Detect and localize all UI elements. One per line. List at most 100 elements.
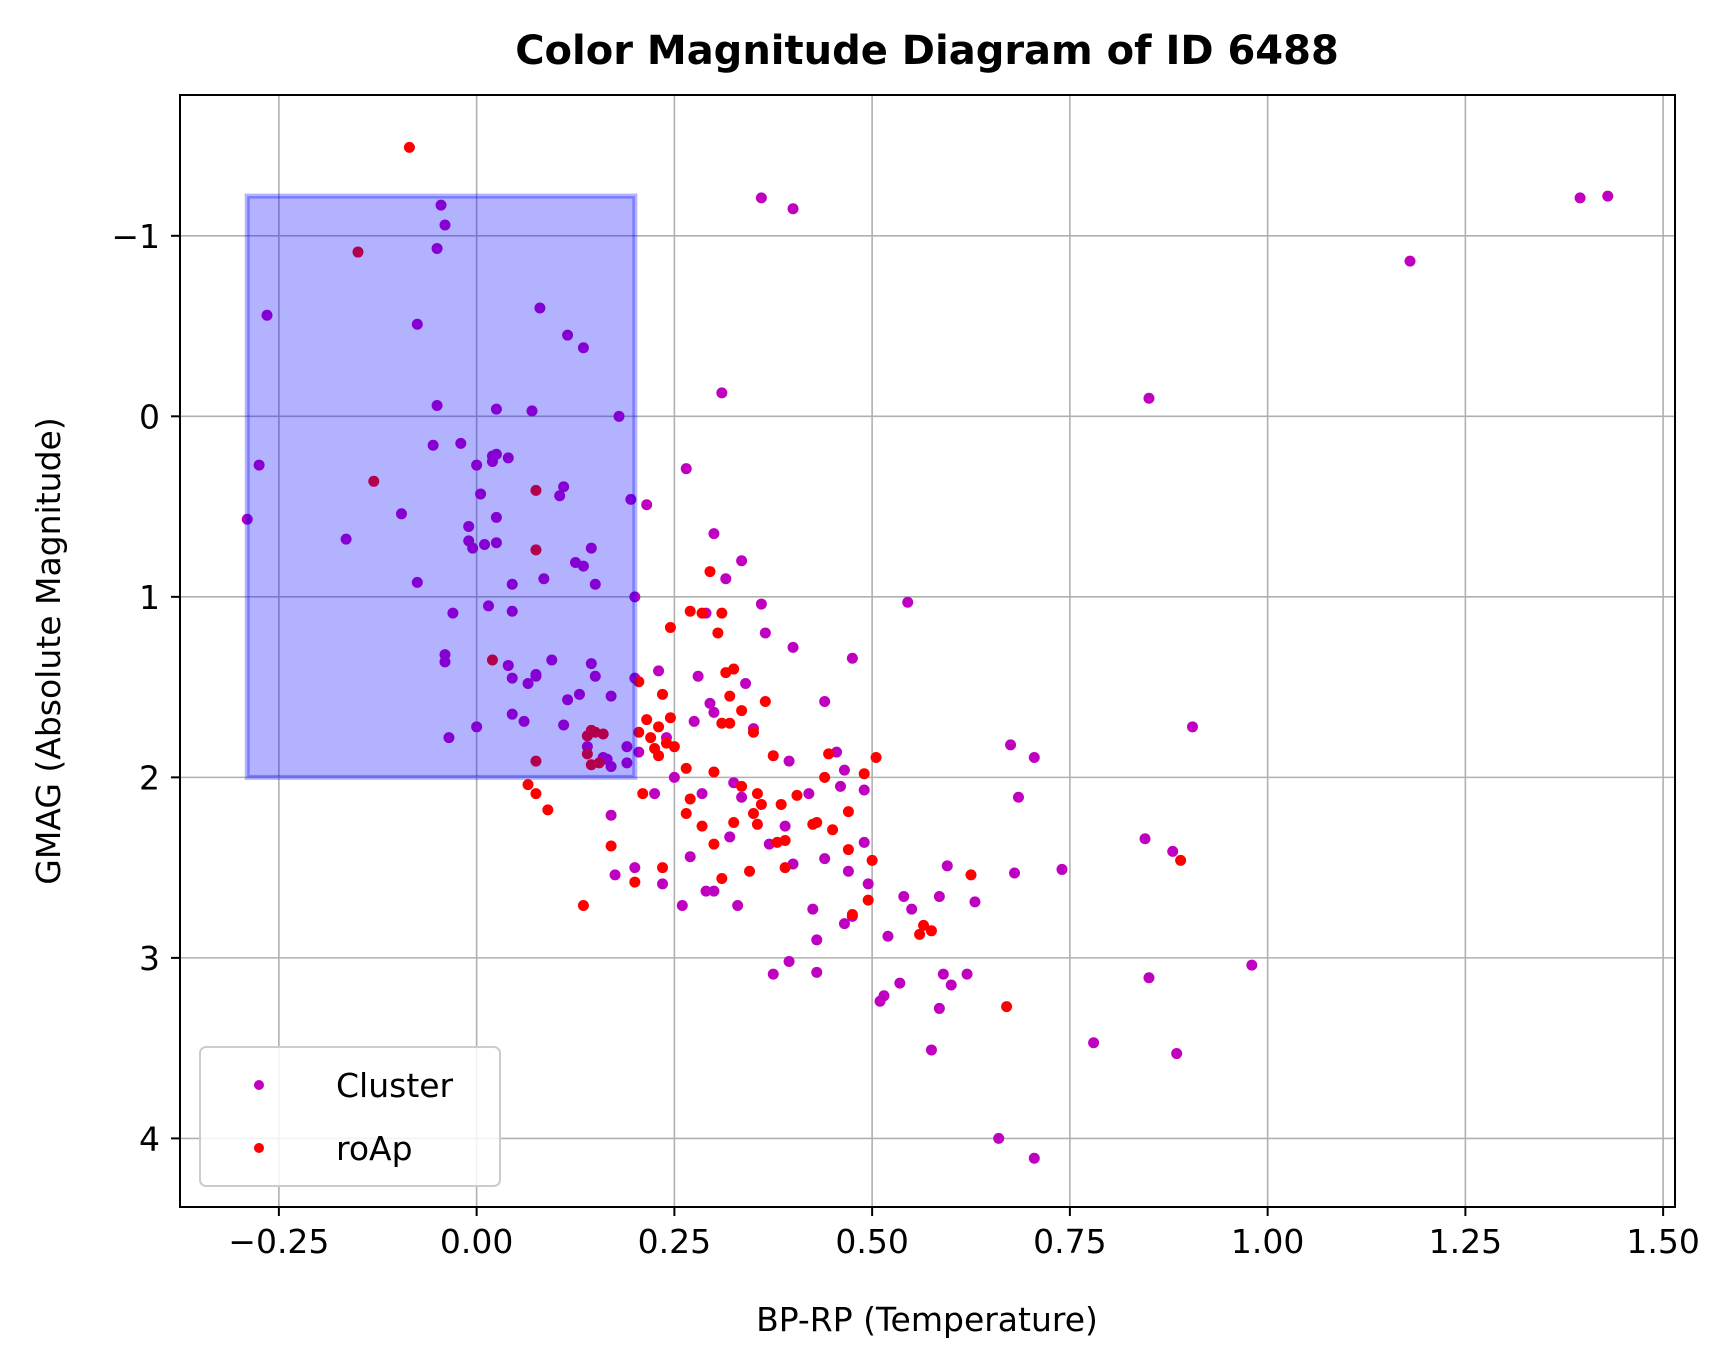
data-point-cluster	[605, 809, 617, 821]
axis-ticks: −0.25 0.00 0.25 0.50 0.75 1.00 1.25 1.50 −1 0 1 2 3 4	[111, 217, 1700, 1261]
data-point-roap	[751, 818, 763, 830]
data-point-roap	[605, 840, 617, 852]
data-point-cluster	[720, 573, 732, 585]
data-point-cluster	[534, 302, 546, 314]
data-point-cluster	[411, 576, 423, 588]
data-point-roap	[914, 928, 926, 940]
data-point-cluster	[1143, 392, 1155, 404]
data-point-cluster	[577, 560, 589, 572]
data-point-roap	[747, 807, 759, 819]
data-point-cluster	[1088, 1037, 1100, 1049]
data-point-cluster	[554, 490, 566, 502]
data-point-cluster	[862, 878, 874, 890]
data-point-cluster	[787, 641, 799, 653]
data-point-cluster	[858, 784, 870, 796]
data-point-cluster	[969, 896, 981, 908]
data-point-roap	[858, 768, 870, 780]
x-tick-label: 1.25	[1429, 1222, 1502, 1261]
data-point-cluster	[933, 891, 945, 903]
data-point-cluster	[577, 342, 589, 354]
data-point-roap	[581, 748, 593, 760]
data-point-cluster	[676, 900, 688, 912]
data-point-cluster	[471, 459, 483, 471]
data-point-roap	[724, 690, 736, 702]
data-point-roap	[708, 838, 720, 850]
data-point-roap	[530, 755, 542, 767]
data-point-cluster	[941, 860, 953, 872]
data-point-cluster	[736, 555, 748, 567]
data-point-roap	[728, 663, 740, 675]
data-point-roap	[664, 622, 676, 634]
data-point-cluster	[490, 511, 502, 523]
data-point-cluster	[558, 481, 570, 493]
x-tick-label: 0.75	[1033, 1222, 1106, 1261]
data-point-roap	[728, 816, 740, 828]
data-point-roap	[653, 721, 665, 733]
data-point-cluster	[898, 891, 910, 903]
data-point-cluster	[783, 955, 795, 967]
data-point-cluster	[1404, 255, 1416, 267]
data-point-roap	[862, 894, 874, 906]
data-point-roap	[791, 789, 803, 801]
data-point-cluster	[803, 788, 815, 800]
data-point-cluster	[1143, 972, 1155, 984]
y-tick-label: −1	[111, 217, 160, 256]
data-point-roap	[657, 688, 669, 700]
data-point-cluster	[696, 788, 708, 800]
data-point-cluster	[621, 757, 633, 769]
data-point-cluster	[819, 853, 831, 865]
data-point-cluster	[787, 203, 799, 215]
data-point-cluster	[518, 715, 530, 727]
x-tick-label: 1.50	[1626, 1222, 1699, 1261]
data-point-cluster	[858, 836, 870, 848]
data-point-roap	[633, 726, 645, 738]
data-point-cluster	[834, 780, 846, 792]
data-point-cluster	[882, 930, 894, 942]
legend-label-cluster: Cluster	[336, 1066, 454, 1105]
data-point-roap	[827, 824, 839, 836]
y-axis-label: GMAG (Absolute Magnitude)	[29, 417, 68, 884]
data-point-cluster	[431, 242, 443, 254]
data-point-cluster	[906, 903, 918, 915]
data-point-cluster	[443, 732, 455, 744]
data-point-cluster	[680, 463, 692, 475]
data-point-roap	[759, 696, 771, 708]
data-point-roap	[747, 726, 759, 738]
data-point-cluster	[641, 499, 653, 511]
data-point-roap	[530, 788, 542, 800]
data-point-cluster	[1056, 863, 1068, 875]
data-point-cluster	[605, 690, 617, 702]
data-point-cluster	[1171, 1048, 1183, 1060]
data-point-cluster	[759, 627, 771, 639]
data-point-cluster	[471, 721, 483, 733]
data-point-roap	[712, 627, 724, 639]
data-point-roap	[680, 807, 692, 819]
data-point-cluster	[447, 607, 459, 619]
data-point-cluster	[506, 578, 518, 590]
data-point-cluster	[657, 878, 669, 890]
data-point-roap	[819, 771, 831, 783]
data-point-cluster	[902, 596, 914, 608]
data-point-cluster	[811, 934, 823, 946]
data-point-cluster	[562, 694, 574, 706]
data-point-roap	[486, 654, 498, 666]
data-point-cluster	[427, 439, 439, 451]
data-point-roap	[633, 676, 645, 688]
data-point-roap	[751, 788, 763, 800]
data-point-cluster	[933, 1002, 945, 1014]
data-point-cluster	[463, 520, 475, 532]
data-point-cluster	[708, 885, 720, 897]
data-point-cluster	[589, 670, 601, 682]
data-point-cluster	[993, 1132, 1005, 1144]
data-point-cluster	[1005, 739, 1017, 751]
data-point-cluster	[811, 966, 823, 978]
x-tick-label: 1.00	[1231, 1222, 1304, 1261]
data-point-cluster	[649, 788, 661, 800]
data-point-roap	[846, 909, 858, 921]
data-point-roap	[823, 748, 835, 760]
data-point-cluster	[878, 990, 890, 1002]
data-point-roap	[708, 766, 720, 778]
data-point-cluster	[467, 542, 479, 554]
data-point-cluster	[961, 968, 973, 980]
data-point-cluster	[1167, 845, 1179, 857]
